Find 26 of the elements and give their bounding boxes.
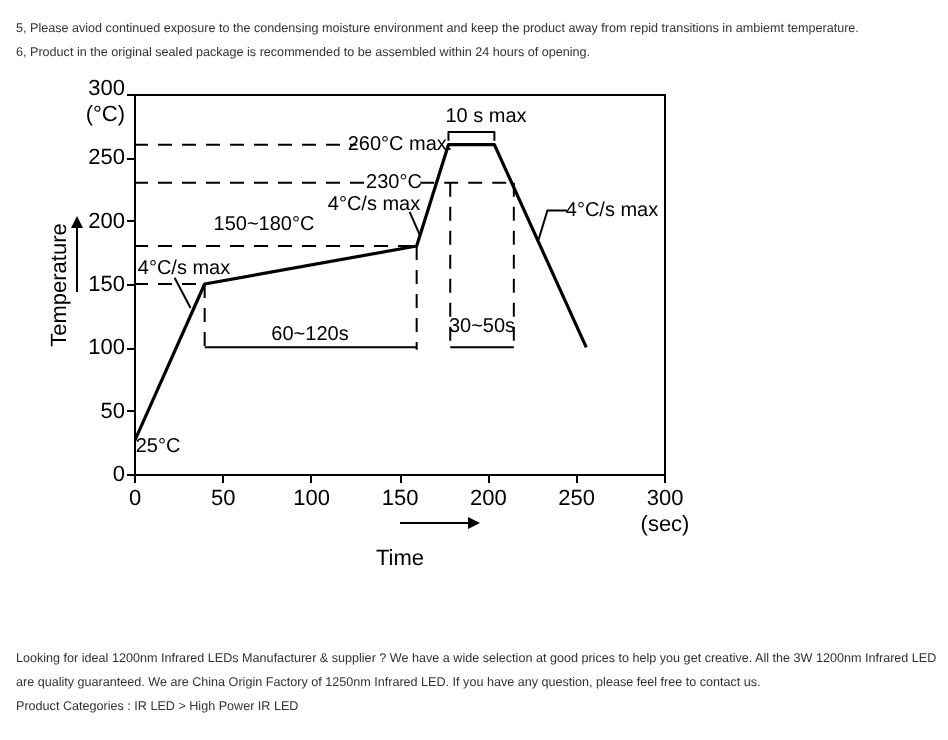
y-tick-label: 300 (°C) bbox=[85, 77, 125, 127]
annotation: 4°C/s max bbox=[137, 258, 231, 280]
annotation: 60~120s bbox=[271, 324, 349, 346]
annotation: 150~180°C bbox=[213, 214, 315, 236]
annotation: 25°C bbox=[135, 436, 181, 458]
x-tick-label: 200 bbox=[469, 487, 507, 511]
annotation: 4°C/s max bbox=[327, 194, 421, 216]
x-tick-label: 0 bbox=[128, 487, 142, 511]
x-tick-label: 150 bbox=[381, 487, 419, 511]
annotation: 260°C max. bbox=[347, 134, 453, 156]
y-tick-label: 200 bbox=[88, 209, 125, 234]
annotation: 4°C/s max bbox=[565, 200, 659, 222]
x-tick-label: 300 (sec) bbox=[640, 487, 690, 537]
y-tick-label: 0 bbox=[112, 463, 125, 487]
annotation: 10 s max bbox=[445, 106, 527, 128]
y-tick-label: 100 bbox=[88, 336, 125, 361]
y-tick-label: 250 bbox=[88, 146, 125, 171]
annotation: 230°C bbox=[366, 172, 422, 194]
y-tick-label: 50 bbox=[100, 399, 125, 424]
x-axis-title: Time bbox=[375, 547, 425, 571]
y-axis-title: Temperature bbox=[47, 223, 72, 347]
annotation: 30~50s bbox=[448, 316, 516, 338]
x-tick-label: 250 bbox=[558, 487, 596, 511]
x-tick-label: 100 bbox=[293, 487, 331, 511]
x-tick-label: 50 bbox=[211, 487, 236, 511]
y-tick-label: 150 bbox=[88, 273, 125, 297]
